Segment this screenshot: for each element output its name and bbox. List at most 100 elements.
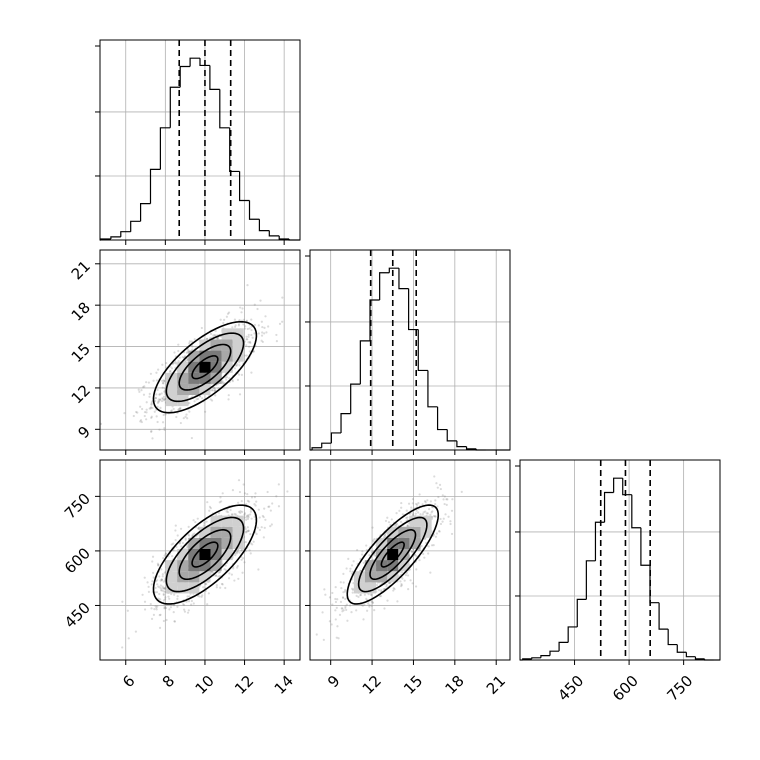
sample-point — [211, 571, 215, 574]
sample-point — [150, 429, 153, 433]
sample-point — [323, 588, 326, 591]
sample-point — [449, 520, 452, 523]
sample-point — [162, 593, 165, 597]
sample-point — [156, 605, 159, 608]
sample-point — [275, 340, 278, 343]
sample-point — [271, 502, 274, 505]
sample-point — [159, 613, 162, 616]
sample-point — [150, 583, 153, 586]
sample-point — [161, 585, 164, 588]
sample-point — [347, 557, 350, 560]
sample-point — [226, 510, 230, 514]
sample-point — [188, 534, 191, 537]
sample-point — [415, 568, 418, 571]
sample-point — [264, 518, 267, 521]
sample-point — [193, 532, 196, 535]
sample-point — [236, 378, 240, 381]
sample-point — [275, 333, 278, 337]
sample-point — [219, 318, 222, 321]
sample-point — [167, 595, 170, 598]
sample-point — [425, 512, 428, 515]
sample-point — [190, 599, 193, 603]
sample-point — [162, 395, 166, 398]
sample-point — [432, 544, 435, 547]
sample-point — [162, 587, 165, 590]
sample-point — [342, 609, 345, 612]
hist-bin — [408, 288, 419, 331]
sample-point — [410, 550, 413, 553]
sample-point — [241, 557, 245, 560]
sample-point — [157, 368, 160, 371]
density-cell — [166, 582, 178, 594]
sample-point — [339, 600, 343, 603]
sample-point — [345, 608, 348, 612]
sample-point — [267, 325, 270, 328]
density-cell — [364, 582, 377, 594]
sample-point — [248, 549, 251, 552]
sample-point — [436, 486, 439, 489]
sample-point — [157, 398, 160, 401]
sample-point — [153, 608, 156, 611]
sample-point — [321, 611, 324, 614]
sample-point — [156, 562, 159, 565]
sample-point — [411, 512, 414, 515]
sample-point — [156, 405, 159, 408]
sample-point — [297, 452, 299, 454]
sample-point — [218, 570, 222, 574]
sample-point — [449, 522, 452, 526]
sample-point — [344, 588, 347, 592]
sample-point — [363, 603, 366, 607]
sample-point — [176, 605, 179, 608]
hist-bin — [649, 565, 660, 604]
sample-point — [400, 582, 403, 586]
sample-point — [435, 532, 439, 535]
sample-point — [249, 510, 253, 513]
hist-bin — [622, 478, 632, 496]
sample-point — [202, 524, 205, 527]
sample-point — [237, 324, 240, 327]
sample-point — [186, 357, 189, 360]
sample-point — [177, 343, 180, 346]
sample-point — [433, 515, 437, 518]
sample-point — [176, 534, 179, 537]
sample-point — [241, 571, 244, 574]
density-cell — [199, 548, 211, 561]
sample-point — [242, 318, 245, 321]
density-cell — [188, 361, 200, 373]
sample-point — [336, 598, 339, 601]
sample-point — [172, 604, 176, 607]
sample-point — [244, 531, 248, 534]
sample-point — [249, 552, 252, 555]
sample-point — [384, 534, 387, 537]
sample-point — [360, 553, 364, 556]
sample-point — [253, 332, 256, 335]
sample-point — [235, 552, 238, 555]
sample-point — [427, 552, 430, 555]
sample-point — [256, 526, 259, 529]
sample-point — [182, 417, 185, 420]
sample-point — [251, 336, 254, 339]
sample-point — [341, 596, 345, 599]
density-cell — [210, 361, 222, 373]
hist-bin — [436, 406, 448, 431]
sample-point — [261, 514, 264, 518]
sample-point — [238, 364, 241, 367]
sample-point — [135, 410, 138, 414]
sample-point — [240, 558, 243, 561]
y-tick-label: 750 — [61, 490, 94, 523]
sample-point — [399, 520, 403, 523]
sample-point — [221, 562, 224, 565]
density-content — [100, 284, 284, 440]
sample-point — [430, 511, 433, 514]
sample-point — [158, 400, 161, 403]
sample-point — [156, 401, 160, 405]
sample-point — [261, 340, 264, 344]
sample-point — [243, 492, 247, 495]
sample-point — [245, 516, 248, 519]
density-cell — [188, 350, 200, 362]
sample-point — [437, 530, 441, 533]
sample-point — [184, 415, 187, 418]
sample-point — [163, 605, 166, 609]
hist-bin — [258, 219, 270, 232]
sample-point — [210, 389, 214, 392]
